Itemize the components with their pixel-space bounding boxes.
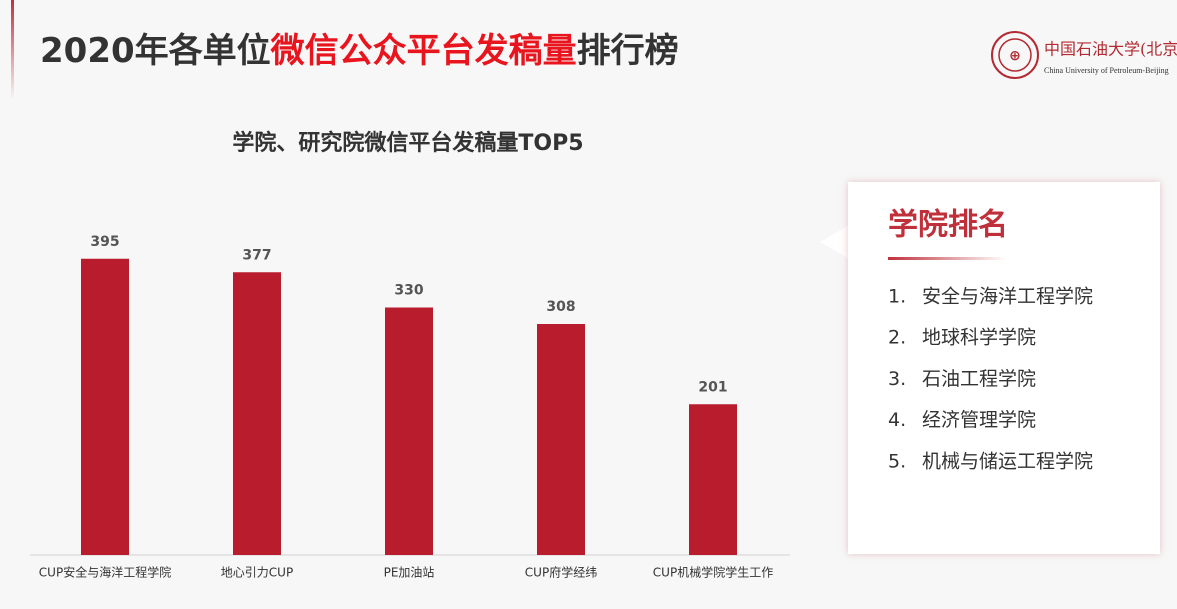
- ranking-title: 学院排名: [888, 208, 1008, 243]
- ranking-panel: [848, 182, 1160, 554]
- panel-pointer: [820, 226, 848, 258]
- value-label: 395: [90, 234, 119, 250]
- title-part: 微信公众平台发稿量: [270, 31, 577, 71]
- rank-number: 1.: [888, 286, 906, 308]
- value-label: 201: [698, 379, 727, 395]
- logo-name: 中国石油大学(北京): [1044, 40, 1177, 59]
- accent-line: [11, 0, 14, 100]
- logo-english: China University of Petroleum-Beijing: [1044, 66, 1169, 75]
- rank-name: 石油工程学院: [922, 368, 1036, 390]
- rank-name: 机械与储运工程学院: [922, 450, 1093, 472]
- rank-name: 地球科学学院: [922, 327, 1036, 349]
- rank-name: 经济管理学院: [922, 409, 1036, 431]
- logo: ⊕ 中国石油大学(北京) China University of Petrole…: [991, 31, 1177, 79]
- bar: [689, 404, 737, 555]
- x-tick-label: 地心引力CUP: [221, 566, 293, 580]
- logo-seal-inner: [998, 38, 1032, 72]
- x-tick-label: CUP府学经纬: [525, 565, 597, 580]
- logo-mark: ⊕: [1009, 48, 1021, 64]
- logo-seal: [991, 31, 1039, 79]
- bar: [537, 324, 585, 555]
- rank-name: 安全与海洋工程学院: [922, 286, 1093, 308]
- x-tick-label: CUP机械学院学生工作: [653, 565, 773, 580]
- bar: [385, 307, 433, 555]
- rank-number: 4.: [888, 409, 906, 431]
- chart-title: 学院、研究院微信平台发稿量TOP5: [232, 130, 583, 156]
- title-part: 排行榜: [577, 31, 679, 71]
- x-tick-label: PE加油站: [384, 566, 435, 580]
- value-label: 377: [242, 247, 271, 263]
- slide-title: 2020年各单位微信公众平台发稿量排行榜: [40, 31, 679, 71]
- value-label: 330: [394, 283, 423, 299]
- x-tick-label: CUP安全与海洋工程学院: [39, 565, 171, 580]
- ranking-underline: [888, 257, 1006, 260]
- value-label: 308: [546, 299, 575, 315]
- rank-number: 2.: [888, 327, 906, 349]
- rank-number: 3.: [888, 368, 906, 390]
- bar: [233, 272, 281, 555]
- bar: [81, 258, 129, 555]
- title-part: 2020年各单位: [40, 31, 271, 71]
- rank-number: 5.: [888, 450, 906, 472]
